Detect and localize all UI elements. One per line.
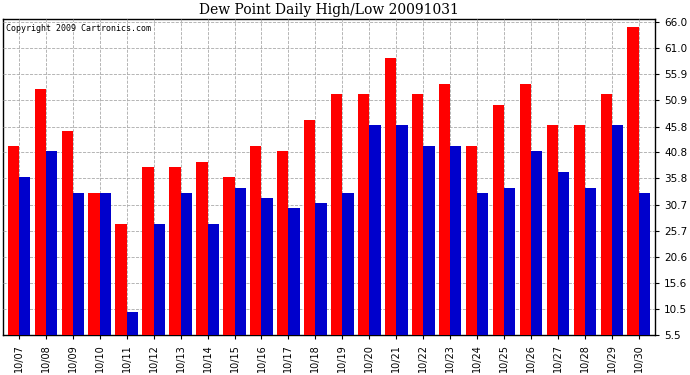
Bar <box>196 162 208 364</box>
Bar <box>385 58 396 364</box>
Bar <box>127 312 138 364</box>
Bar <box>612 126 623 364</box>
Bar <box>100 193 111 364</box>
Bar <box>358 94 369 364</box>
Text: Copyright 2009 Cartronics.com: Copyright 2009 Cartronics.com <box>6 24 151 33</box>
Bar <box>546 126 558 364</box>
Bar <box>277 152 288 364</box>
Title: Dew Point Daily High/Low 20091031: Dew Point Daily High/Low 20091031 <box>199 3 459 17</box>
Bar <box>573 126 585 364</box>
Bar <box>477 193 489 364</box>
Bar <box>331 94 342 364</box>
Bar <box>115 224 127 364</box>
Bar <box>46 152 57 364</box>
Bar <box>61 130 73 364</box>
Bar <box>369 126 381 364</box>
Bar <box>88 193 100 364</box>
Bar <box>224 177 235 364</box>
Bar <box>304 120 315 364</box>
Bar <box>208 224 219 364</box>
Bar <box>558 172 569 364</box>
Bar <box>142 167 154 364</box>
Bar <box>396 126 408 364</box>
Bar <box>288 209 299 364</box>
Bar <box>423 146 435 364</box>
Bar <box>8 146 19 364</box>
Bar <box>169 167 181 364</box>
Bar <box>34 89 46 364</box>
Bar <box>520 84 531 364</box>
Bar <box>250 146 262 364</box>
Bar <box>627 27 639 364</box>
Bar <box>315 203 326 364</box>
Bar <box>493 105 504 364</box>
Bar <box>450 146 462 364</box>
Bar <box>600 94 612 364</box>
Bar <box>504 188 515 364</box>
Bar <box>19 177 30 364</box>
Bar <box>181 193 192 364</box>
Bar <box>412 94 423 364</box>
Bar <box>639 193 650 364</box>
Bar <box>466 146 477 364</box>
Bar <box>154 224 165 364</box>
Bar <box>531 152 542 364</box>
Bar <box>73 193 84 364</box>
Bar <box>439 84 450 364</box>
Bar <box>585 188 596 364</box>
Bar <box>342 193 354 364</box>
Bar <box>235 188 246 364</box>
Bar <box>262 198 273 364</box>
